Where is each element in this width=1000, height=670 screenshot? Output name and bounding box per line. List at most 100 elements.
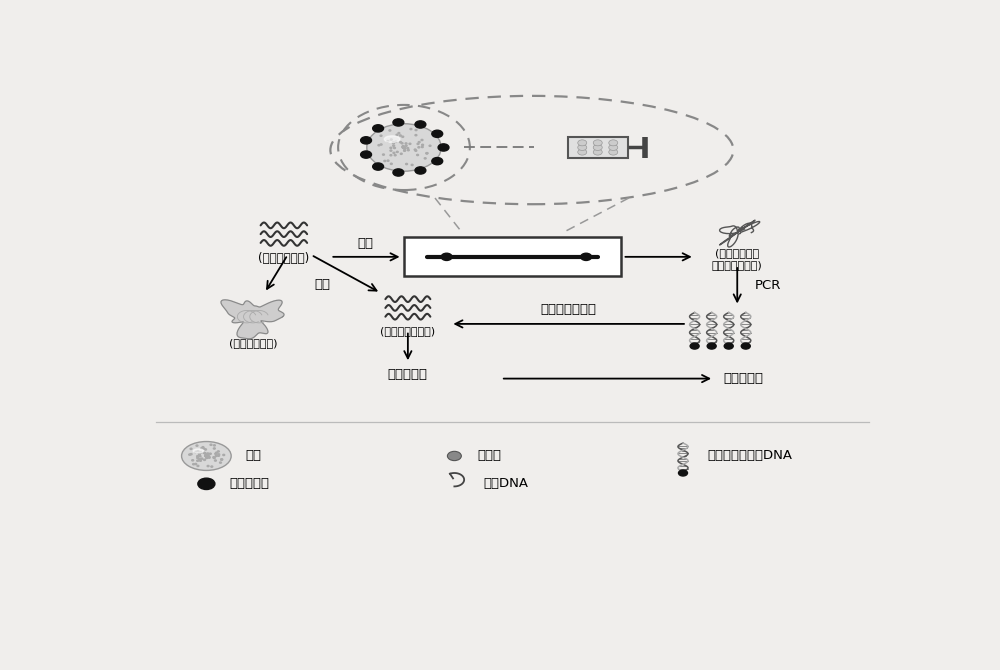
Circle shape	[197, 460, 199, 462]
Circle shape	[426, 153, 428, 154]
Circle shape	[193, 464, 195, 465]
Circle shape	[384, 160, 386, 161]
Circle shape	[211, 466, 213, 467]
Ellipse shape	[182, 442, 231, 470]
Circle shape	[593, 149, 602, 155]
Circle shape	[197, 465, 199, 466]
Circle shape	[204, 459, 205, 460]
Circle shape	[196, 445, 198, 446]
Circle shape	[393, 143, 394, 144]
Circle shape	[215, 460, 216, 461]
Circle shape	[216, 452, 217, 454]
Circle shape	[593, 145, 602, 151]
Circle shape	[205, 456, 207, 457]
Circle shape	[197, 450, 199, 452]
Circle shape	[399, 135, 401, 136]
Circle shape	[405, 145, 407, 146]
Circle shape	[441, 253, 452, 261]
Circle shape	[404, 150, 405, 151]
Circle shape	[390, 155, 392, 156]
Circle shape	[407, 149, 409, 151]
Circle shape	[414, 149, 416, 150]
Text: 结合的核酸文库): 结合的核酸文库)	[712, 260, 763, 270]
Circle shape	[447, 452, 461, 460]
Circle shape	[411, 164, 413, 165]
Circle shape	[421, 146, 423, 147]
Circle shape	[407, 147, 409, 149]
Circle shape	[415, 150, 417, 151]
Circle shape	[202, 447, 204, 448]
Circle shape	[210, 444, 212, 446]
Text: 亲和力测定: 亲和力测定	[388, 369, 428, 381]
Text: (优化核酸文库): (优化核酸文库)	[258, 252, 310, 265]
Circle shape	[403, 147, 404, 149]
Circle shape	[221, 459, 222, 460]
Circle shape	[203, 448, 205, 450]
Circle shape	[380, 144, 382, 145]
Text: (起始核酸文库): (起始核酸文库)	[229, 338, 277, 348]
Circle shape	[400, 141, 401, 143]
Circle shape	[206, 457, 208, 458]
Circle shape	[200, 452, 202, 453]
Circle shape	[209, 453, 211, 454]
Circle shape	[403, 147, 405, 149]
Circle shape	[373, 163, 384, 170]
Circle shape	[218, 454, 220, 455]
Circle shape	[387, 160, 389, 161]
Circle shape	[429, 145, 431, 146]
FancyBboxPatch shape	[568, 137, 628, 157]
Circle shape	[393, 119, 404, 126]
Circle shape	[197, 456, 199, 457]
Circle shape	[390, 150, 392, 151]
Circle shape	[690, 343, 699, 349]
Circle shape	[741, 343, 750, 349]
Circle shape	[205, 455, 207, 456]
Circle shape	[205, 455, 207, 456]
Text: (与靶标蛋白质: (与靶标蛋白质	[715, 248, 759, 258]
Circle shape	[205, 454, 207, 456]
Text: 微珠: 微珠	[245, 450, 261, 462]
Circle shape	[417, 154, 419, 155]
Circle shape	[198, 453, 200, 454]
Circle shape	[609, 145, 618, 151]
Circle shape	[195, 452, 197, 453]
Circle shape	[190, 448, 192, 450]
Circle shape	[197, 457, 199, 458]
Circle shape	[426, 153, 428, 154]
Circle shape	[581, 253, 592, 261]
Circle shape	[217, 451, 219, 452]
Circle shape	[415, 135, 417, 136]
Circle shape	[220, 462, 221, 463]
Circle shape	[190, 454, 192, 455]
Circle shape	[415, 129, 417, 131]
Circle shape	[415, 121, 426, 128]
Circle shape	[395, 141, 397, 143]
Circle shape	[199, 454, 200, 456]
Text: 单链文库的制备: 单链文库的制备	[540, 303, 596, 316]
Circle shape	[204, 453, 206, 454]
Circle shape	[707, 343, 716, 349]
Circle shape	[201, 448, 203, 449]
Circle shape	[402, 146, 404, 147]
Ellipse shape	[367, 124, 441, 172]
Text: 封闭剂: 封闭剂	[478, 450, 502, 462]
Circle shape	[400, 153, 402, 154]
Circle shape	[201, 458, 203, 460]
Circle shape	[405, 143, 407, 144]
Circle shape	[422, 144, 424, 145]
Circle shape	[393, 145, 395, 146]
Text: (次一级核酸文库): (次一级核酸文库)	[380, 326, 435, 336]
Circle shape	[409, 143, 411, 145]
Circle shape	[206, 456, 208, 457]
Ellipse shape	[384, 136, 400, 143]
Circle shape	[578, 145, 587, 151]
Circle shape	[218, 455, 219, 456]
Circle shape	[213, 457, 215, 458]
Circle shape	[207, 454, 209, 456]
Circle shape	[390, 139, 392, 140]
Circle shape	[578, 140, 587, 146]
Text: 反筛: 反筛	[315, 277, 331, 291]
Circle shape	[432, 130, 443, 137]
FancyBboxPatch shape	[404, 237, 621, 276]
Text: 生物素化的双链DNA: 生物素化的双链DNA	[708, 450, 793, 462]
